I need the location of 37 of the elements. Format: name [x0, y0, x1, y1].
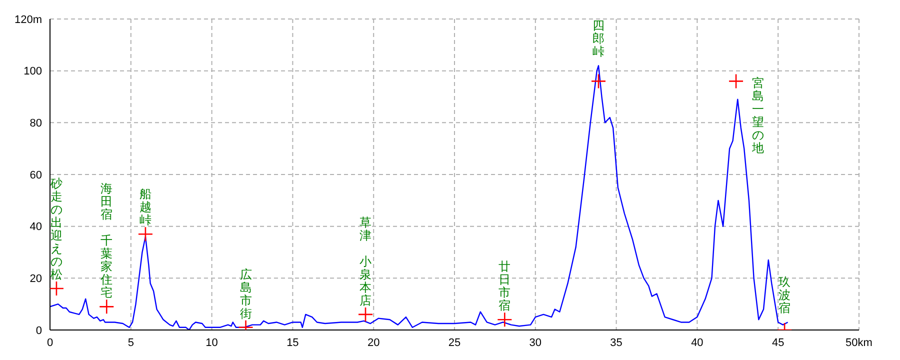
x-tick-label: 40 [691, 336, 704, 349]
annotation: 玖波宿 [778, 275, 791, 316]
annotation: 宮島一望の地 [751, 76, 764, 156]
x-tick-label: 10 [206, 336, 218, 349]
annotation: 廿日市宿 [498, 260, 511, 313]
x-tick-label: 45 [772, 336, 784, 349]
y-tick-label: 100 [24, 66, 42, 78]
y-tick-label: 60 [30, 169, 42, 182]
line-series [50, 65, 788, 330]
annotation: 千葉家住宅 [100, 234, 113, 300]
x-tick-label: 25 [448, 336, 461, 349]
x-tick-label: 35 [610, 336, 622, 349]
annotation: 船越峠 [139, 187, 152, 228]
x-tick-label: 30 [529, 336, 542, 349]
point [98, 299, 114, 314]
x-tick-label: 50km [846, 336, 872, 349]
annotation: 砂走の出迎えの松 [49, 176, 62, 282]
annotation: 小泉本店 [360, 254, 372, 308]
point [497, 312, 512, 328]
point [358, 306, 374, 322]
x-tick-label: 0 [46, 336, 54, 349]
x-tick-label: 15 [286, 336, 299, 349]
annotation: 海田宿 [100, 182, 113, 222]
annotation: 広島市街 [240, 267, 252, 320]
point [590, 74, 606, 89]
point [50, 280, 64, 296]
y-tick-label: 20 [30, 273, 42, 286]
annotation: 草津 [360, 215, 372, 242]
y-tick-label: 80 [30, 118, 42, 130]
annotation: 四郎峠 [592, 18, 604, 59]
y-tick-label: 0 [36, 324, 42, 337]
point [138, 226, 154, 242]
y-tick-label: 40 [30, 221, 42, 234]
x-tick-label: 20 [367, 336, 380, 349]
point [728, 74, 744, 89]
y-tick-label: 120m [14, 14, 42, 26]
x-tick-label: 5 [128, 336, 134, 349]
